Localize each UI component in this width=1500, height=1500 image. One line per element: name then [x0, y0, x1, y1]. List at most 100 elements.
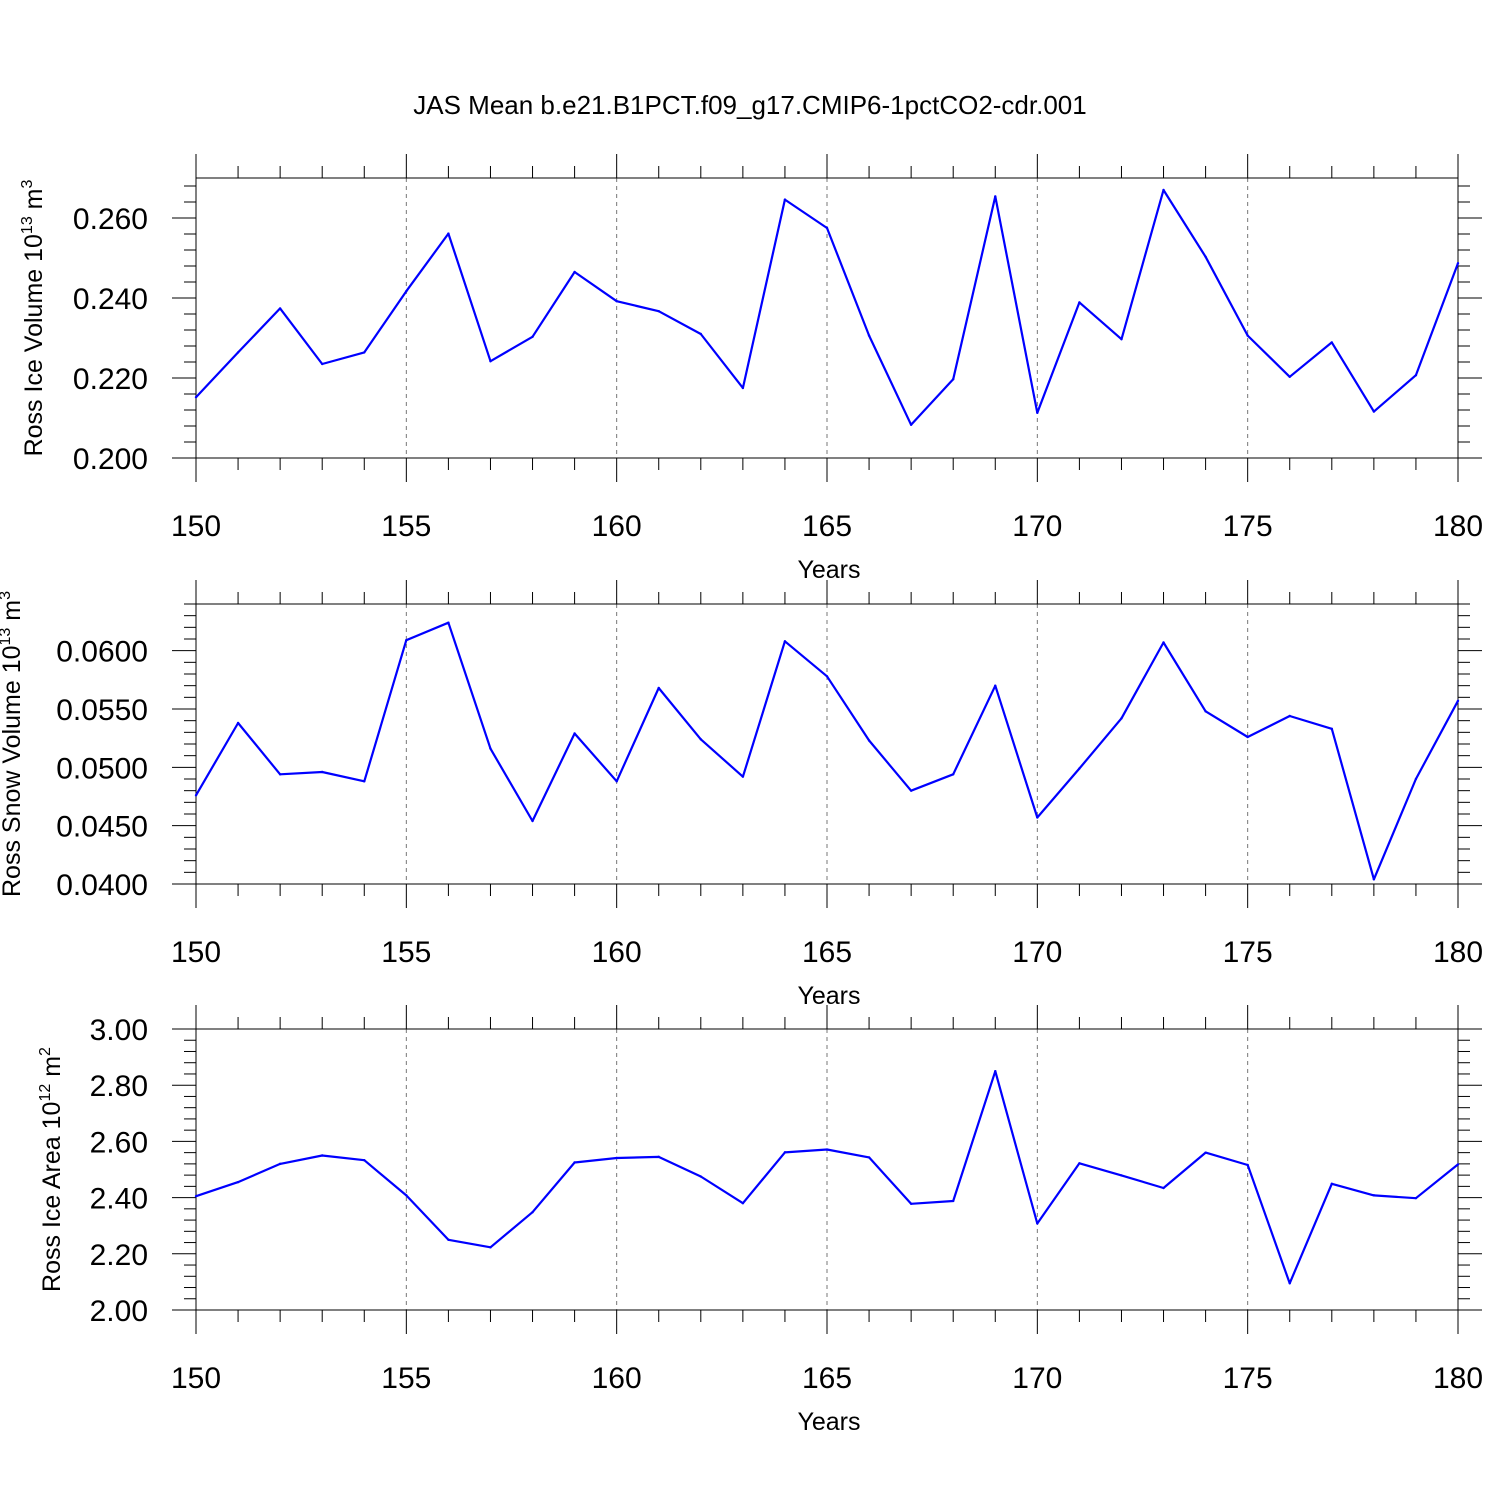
- data-point: [1414, 777, 1418, 781]
- data-point: [531, 1211, 534, 1214]
- data-point: [1036, 816, 1039, 819]
- data-point: [1288, 1282, 1291, 1285]
- data-point: [1456, 1163, 1460, 1166]
- y-tick-label: 0.220: [73, 363, 148, 396]
- y-tick-label: 2.40: [90, 1183, 148, 1216]
- data-point: [489, 360, 492, 363]
- data-point: [1204, 255, 1207, 258]
- x-tick-label: 170: [1012, 510, 1062, 543]
- data-point: [909, 789, 913, 792]
- data-point: [1204, 710, 1207, 713]
- data-point: [699, 332, 702, 336]
- data-point: [825, 226, 829, 230]
- y-tick-label: 0.260: [73, 203, 148, 236]
- x-tick-label: 175: [1223, 936, 1273, 969]
- data-point: [531, 819, 534, 823]
- data-point: [278, 1162, 282, 1166]
- x-axis-label: Years: [797, 1408, 860, 1436]
- data-point: [1330, 341, 1334, 344]
- data-point: [573, 270, 576, 274]
- chart-title: JAS Mean b.e21.B1PCT.f09_g17.CMIP6-1pctC…: [413, 90, 1086, 120]
- y-tick-label: 0.240: [73, 283, 148, 316]
- data-point: [447, 1238, 450, 1241]
- data-point: [825, 675, 829, 678]
- y-tick-label: 0.0500: [56, 752, 148, 785]
- data-point: [657, 1155, 660, 1159]
- data-point: [699, 738, 702, 741]
- data-point: [1246, 1163, 1249, 1167]
- data-point: [952, 378, 955, 381]
- data-point: [825, 1148, 829, 1151]
- y-tick-label: 2.20: [90, 1239, 148, 1272]
- data-point: [363, 1159, 366, 1162]
- data-point: [405, 1194, 408, 1197]
- y-tick-label: 0.0550: [56, 694, 148, 727]
- data-point: [1414, 1196, 1418, 1200]
- data-point: [236, 351, 240, 354]
- x-tick-label: 165: [802, 510, 852, 543]
- y-tick-label: 0.200: [73, 443, 148, 476]
- y-tick-label: 0.0600: [56, 636, 148, 669]
- y-tick-label: 0.0450: [56, 811, 148, 844]
- y-axis-label: Ross Ice Volume 1013 m3: [19, 179, 48, 456]
- data-point: [531, 335, 534, 338]
- data-point: [278, 307, 282, 310]
- data-point: [1078, 1162, 1081, 1165]
- data-point: [994, 684, 997, 687]
- data-point: [363, 351, 366, 354]
- y-tick-label: 2.00: [90, 1295, 148, 1328]
- x-tick-label: 150: [171, 1362, 221, 1395]
- data-point: [741, 775, 745, 778]
- data-point: [1330, 727, 1334, 731]
- data-point: [615, 1156, 618, 1160]
- data-point: [952, 773, 955, 776]
- y-tick-label: 3.00: [90, 1014, 148, 1047]
- data-point: [699, 1175, 702, 1178]
- data-point: [867, 334, 871, 337]
- y-tick-label: 2.60: [90, 1126, 148, 1159]
- x-tick-label: 150: [171, 936, 221, 969]
- data-point: [1162, 641, 1165, 644]
- y-tick-label: 0.0400: [56, 869, 148, 902]
- data-point: [1036, 411, 1039, 414]
- panels: 150 155 160 165 170 175 180 Years 0.200 0.220 0.24…: [0, 154, 1483, 1436]
- data-point: [405, 290, 408, 293]
- data-point: [489, 747, 492, 750]
- data-point: [1162, 188, 1165, 192]
- x-tick-label: 180: [1433, 936, 1483, 969]
- data-point: [1372, 878, 1376, 881]
- data-point: [1204, 1151, 1207, 1154]
- data-point: [1120, 717, 1123, 720]
- x-tick-label: 170: [1012, 1362, 1062, 1395]
- data-point: [1372, 1194, 1376, 1197]
- data-point: [1078, 301, 1081, 304]
- data-point: [1246, 735, 1249, 739]
- x-tick-label: 180: [1433, 510, 1483, 543]
- data-point: [867, 739, 871, 742]
- data-point: [194, 396, 198, 399]
- data-point: [236, 721, 240, 725]
- data-point: [783, 1151, 787, 1154]
- x-tick-label: 155: [381, 1362, 431, 1395]
- data-point: [236, 1180, 240, 1184]
- chart-panel-2: 150 155 160 165 170 175 180 Years 0.0400 0.0450 0.…: [0, 580, 1483, 1010]
- data-point: [405, 638, 408, 642]
- data-point: [783, 198, 787, 201]
- data-point: [1456, 699, 1460, 703]
- data-point: [1288, 375, 1291, 378]
- data-point: [994, 195, 997, 198]
- data-point: [741, 1202, 745, 1205]
- data-point: [1078, 767, 1081, 770]
- data-point: [321, 1154, 324, 1157]
- data-point: [1036, 1222, 1039, 1225]
- x-tick-label: 155: [381, 510, 431, 543]
- data-point: [194, 1194, 198, 1198]
- x-tick-label: 160: [592, 1362, 642, 1395]
- x-tick-label: 175: [1223, 510, 1273, 543]
- data-point: [194, 794, 198, 797]
- data-point: [615, 780, 618, 783]
- x-tick-label: 160: [592, 936, 642, 969]
- data-point: [447, 232, 450, 235]
- data-point: [447, 621, 450, 624]
